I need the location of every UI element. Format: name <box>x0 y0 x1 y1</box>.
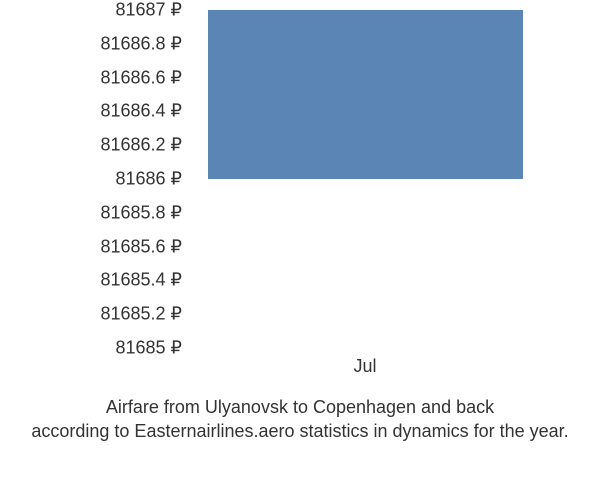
x-tick-label: Jul <box>353 348 376 377</box>
y-tick-label: 81685.2 ₽ <box>100 304 190 325</box>
y-tick-label: 81686.2 ₽ <box>100 135 190 156</box>
airfare-bar-chart: 81685 ₽ 81685.2 ₽ 81685.4 ₽ 81685.6 ₽ 81685.… <box>0 0 600 500</box>
y-tick-label: 81686.4 ₽ <box>100 101 190 122</box>
y-tick-label: 81685 ₽ <box>115 338 190 359</box>
y-tick-label: 81687 ₽ <box>115 0 190 21</box>
bar <box>208 10 523 179</box>
caption-line-2: according to Easternairlines.aero statis… <box>31 421 568 441</box>
caption-line-1: Airfare from Ulyanovsk to Copenhagen and… <box>106 397 494 417</box>
y-tick-label: 81685.6 ₽ <box>100 236 190 257</box>
y-tick-label: 81685.8 ₽ <box>100 202 190 223</box>
y-tick-label: 81686.6 ₽ <box>100 67 190 88</box>
y-tick-label: 81686 ₽ <box>115 169 190 190</box>
chart-caption: Airfare from Ulyanovsk to Copenhagen and… <box>0 395 600 444</box>
plot-area: 81685 ₽81685.2 ₽81685.4 ₽81685.6 ₽81685.… <box>190 10 540 348</box>
y-tick-label: 81686.8 ₽ <box>100 33 190 54</box>
y-tick-label: 81685.4 ₽ <box>100 270 190 291</box>
